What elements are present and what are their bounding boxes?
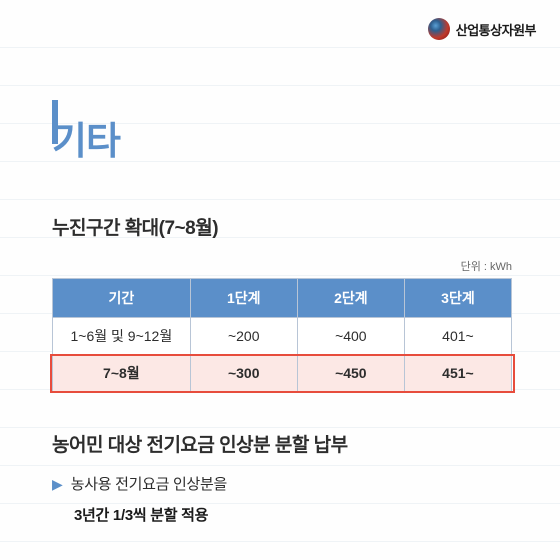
title-accent-bar	[52, 100, 58, 144]
th-period: 기간	[53, 279, 191, 318]
tier-table-wrap: 기간 1단계 2단계 3단계 1~6월 및 9~12월 ~200 ~400 40…	[52, 278, 512, 392]
cell: ~450	[297, 355, 404, 392]
section2-title: 농어민 대상 전기요금 인상분 분할 납부	[52, 430, 512, 457]
unit-label: 단위 : kWh	[52, 258, 512, 274]
content-area: 기타 누진구간 확대(7~8월) 단위 : kWh 기간 1단계 2단계 3단계…	[0, 0, 560, 525]
bullet-emphasis: 3년간 1/3씩 분할 적용	[74, 504, 512, 525]
page-title: 기타	[52, 110, 512, 165]
th-tier3: 3단계	[404, 279, 511, 318]
section1-title: 누진구간 확대(7~8월)	[52, 213, 512, 240]
bullet-text: 농사용 전기요금 인상분을	[71, 473, 227, 494]
cell: 1~6월 및 9~12월	[53, 318, 191, 355]
th-tier1: 1단계	[190, 279, 297, 318]
th-tier2: 2단계	[297, 279, 404, 318]
cell: ~200	[190, 318, 297, 355]
cell: ~300	[190, 355, 297, 392]
table-row-highlight: 7~8월 ~300 ~450 451~	[53, 355, 512, 392]
cell: ~400	[297, 318, 404, 355]
tier-table: 기간 1단계 2단계 3단계 1~6월 및 9~12월 ~200 ~400 40…	[52, 278, 512, 392]
table-row: 1~6월 및 9~12월 ~200 ~400 401~	[53, 318, 512, 355]
cell: 401~	[404, 318, 511, 355]
cell: 451~	[404, 355, 511, 392]
bullet-marker-icon: ▶	[52, 476, 63, 493]
bullet-row: ▶ 농사용 전기요금 인상분을	[52, 473, 512, 494]
cell: 7~8월	[53, 355, 191, 392]
